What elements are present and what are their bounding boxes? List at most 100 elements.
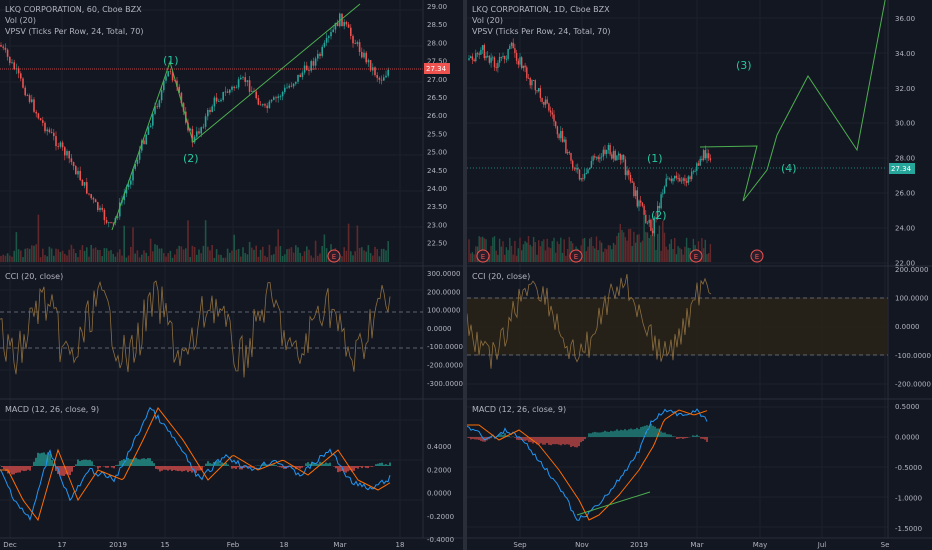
time-tick-label: 17 [58,541,67,549]
time-tick-label: Feb [227,541,240,549]
chart-60min-canvas[interactable]: (1) (2) E LKQ CORPORATION, 60, Cboe BZX … [0,0,463,550]
chart-daily-canvas[interactable]: (1) (2) (3) (4) E E E E LKQ CORPORATION, [467,0,932,550]
price-tick-label: 23.50 [427,203,447,211]
time-tick-label: 18 [396,541,405,549]
wave-label-2: (2) [183,152,199,165]
vpsv-label: VPSV (Ticks Per Row, 24, Total, 70) [472,27,610,36]
cci-tick-label: 200.0000 [895,266,928,274]
cci-line [467,274,712,369]
price-tick-label: 26.00 [427,112,447,120]
svg-text:E: E [694,253,698,261]
time-tick-label: Nov [575,541,589,549]
price-tick-label: 24.00 [895,224,915,232]
macd-tick-label: -0.5000 [895,464,922,472]
earnings-marker[interactable]: E [689,249,703,263]
volume-bars [0,214,389,262]
time-tick-label: 2019 [630,541,648,549]
time-tick-label: 2019 [109,541,127,549]
last-price-badge: 27.34 [889,163,915,174]
price-tick-label: 27.00 [427,76,447,84]
cci-tick-label: 0.0000 [427,325,452,333]
elliott-wave-projection[interactable] [699,0,887,202]
chart-divider[interactable] [463,0,467,550]
cci-tick-label: -300.0000 [427,380,463,388]
chart-daily[interactable]: (1) (2) (3) (4) E E E E LKQ CORPORATION, [467,0,932,550]
chart-title: LKQ CORPORATION, 1D, Cboe BZX [472,5,610,14]
cci-tick-label: -200.0000 [895,380,931,388]
last-price-badge: 27.34 [424,63,450,74]
price-tick-label: 34.00 [895,50,915,58]
time-tick-label: 15 [161,541,170,549]
price-axis[interactable]: 36.00 34.00 32.00 30.00 28.00 26.00 24.00 22.00 [895,15,915,267]
svg-text:E: E [481,253,485,261]
svg-text:27.34: 27.34 [426,65,447,73]
macd-tick-label: 0.0000 [427,490,452,498]
price-tick-label: 36.00 [895,15,915,23]
cci-tick-label: 200.0000 [427,288,460,296]
wave-label-2: (2) [651,209,667,222]
wave-label-3: (3) [736,59,752,72]
time-tick-label: Dec [3,541,17,549]
earnings-marker[interactable]: E [476,249,490,263]
volume-bars [468,215,712,262]
cci-axis[interactable]: 300.0000 200.0000 100.0000 0.0000 -100.0000 -… [427,270,463,388]
price-tick-label: 22.00 [895,259,915,267]
time-tick-label: May [753,541,767,549]
macd-line [467,408,708,521]
time-axis[interactable]: Sep Nov 2019 Mar May Jul Se [513,541,889,549]
macd-tick-label: -1.0000 [895,495,922,503]
macd-tick-label: 0.2000 [427,466,452,474]
price-tick-label: 28.00 [427,39,447,47]
price-tick-label: 32.00 [895,85,915,93]
macd-histogram [467,423,708,448]
macd-tick-label: 0.4000 [427,443,452,451]
macd-axis[interactable]: 0.4000 0.2000 0.0000 -0.2000 -0.4000 [427,443,454,544]
price-tick-label: 29.00 [427,3,447,11]
cci-tick-label: -200.0000 [427,362,463,370]
price-tick-label: 22.50 [427,240,447,248]
cci-label: CCI (20, close) [5,272,63,281]
price-tick-label: 23.00 [427,221,447,229]
price-tick-label: 28.00 [895,155,915,163]
macd-label: MACD (12, 26, close, 9) [5,405,99,414]
signal-line [467,409,708,521]
time-tick-label: Mar [690,541,703,549]
price-tick-label: 26.50 [427,94,447,102]
cci-line [0,280,391,378]
macd-line [0,406,391,522]
price-tick-label: 25.50 [427,130,447,138]
time-tick-label: Mar [333,541,346,549]
earnings-marker[interactable]: E [750,249,764,263]
time-axis[interactable]: Dec 17 2019 15 Feb 18 Mar 18 [3,541,404,549]
volume-label: Vol (20) [5,16,36,25]
price-tick-label: 24.50 [427,167,447,175]
svg-text:E: E [332,253,336,261]
macd-axis[interactable]: 0.5000 0.0000 -0.5000 -1.0000 -1.5000 [895,403,922,533]
cci-label: CCI (20, close) [472,272,530,281]
cci-tick-label: 300.0000 [427,270,460,278]
macd-divergence-line[interactable] [576,491,651,516]
earnings-marker[interactable]: E [569,249,583,263]
chart-60min[interactable]: (1) (2) E LKQ CORPORATION, 60, Cboe BZX … [0,0,463,550]
price-tick-label: 27.50 [427,58,447,66]
cci-tick-label: 100.0000 [427,307,460,315]
earnings-marker[interactable]: E [327,249,341,263]
signal-line [0,407,391,522]
cci-tick-label: 0.0000 [895,323,920,331]
macd-label: MACD (12, 26, close, 9) [472,405,566,414]
svg-text:E: E [574,253,578,261]
macd-tick-label: -1.5000 [895,525,922,533]
price-axis[interactable]: 29.00 28.50 28.00 27.50 27.00 26.50 26.00 25.50… [427,3,447,248]
macd-tick-label: 0.5000 [895,403,920,411]
wave-label-1: (1) [163,54,179,67]
macd-tick-label: -0.2000 [427,513,454,521]
volume-label: Vol (20) [472,16,503,25]
price-tick-label: 24.00 [427,185,447,193]
time-tick-label: Jul [817,541,827,549]
svg-text:27.34: 27.34 [891,165,912,173]
svg-text:E: E [755,253,759,261]
price-tick-label: 26.00 [895,190,915,198]
price-tick-label: 28.50 [427,21,447,29]
trendline[interactable] [111,3,361,231]
cci-axis[interactable]: 200.0000 100.0000 0.0000 -100.0000 -200.0000 [895,266,931,388]
